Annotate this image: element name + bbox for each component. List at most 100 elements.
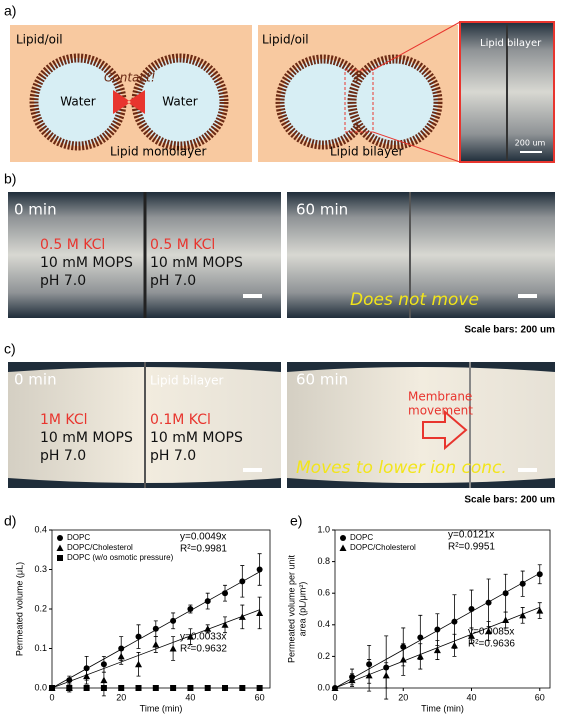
point bbox=[118, 653, 125, 660]
point bbox=[66, 685, 72, 691]
y-tick-label: 0.8 bbox=[317, 556, 330, 566]
result: Moves to lower ion conc. bbox=[296, 458, 507, 478]
fit-equation: y=0.0121x bbox=[448, 530, 494, 541]
scale-label: 200 um bbox=[515, 139, 546, 148]
salt: 1M KCl bbox=[40, 412, 88, 428]
panel-label: a) bbox=[4, 3, 16, 19]
label: Lipid bilayer bbox=[330, 145, 404, 159]
y-tick-label: 0.0 bbox=[34, 682, 47, 692]
point bbox=[537, 571, 543, 577]
label: Water bbox=[60, 95, 96, 109]
y-tick-label: 0.0 bbox=[317, 682, 330, 692]
y-axis-label: Permeated volume per unit bbox=[286, 554, 296, 663]
x-tick-label: 40 bbox=[185, 692, 195, 702]
label: movement bbox=[408, 404, 473, 418]
point bbox=[257, 685, 263, 691]
point bbox=[257, 567, 263, 573]
point bbox=[222, 590, 228, 596]
y-axis-label: Permeated volume (μL) bbox=[14, 562, 24, 656]
legend-marker bbox=[57, 555, 63, 561]
label: Lipid monolayer bbox=[110, 145, 207, 159]
x-tick-label: 60 bbox=[535, 692, 545, 702]
point bbox=[170, 618, 176, 624]
point bbox=[84, 685, 90, 691]
point bbox=[118, 685, 124, 691]
ph: pH 7.0 bbox=[40, 448, 86, 464]
point bbox=[434, 627, 440, 633]
scale-note: Scale bars: 200 um bbox=[464, 495, 555, 506]
point bbox=[135, 661, 142, 668]
legend-marker bbox=[340, 545, 347, 552]
result: Does not move bbox=[350, 290, 479, 310]
y-tick-label: 0.1 bbox=[34, 643, 47, 653]
salt: 0.1M KCl bbox=[150, 412, 211, 428]
point bbox=[417, 634, 423, 640]
panel-label: c) bbox=[4, 341, 16, 357]
point bbox=[400, 656, 407, 663]
point bbox=[503, 590, 509, 596]
point bbox=[451, 619, 457, 625]
point bbox=[136, 634, 142, 640]
x-tick-label: 0 bbox=[49, 692, 54, 702]
point bbox=[520, 581, 526, 587]
point bbox=[153, 626, 159, 632]
fit-equation: y=0.0033x bbox=[180, 632, 226, 643]
time: 0 min bbox=[14, 201, 57, 219]
point bbox=[187, 685, 193, 691]
point bbox=[239, 685, 245, 691]
point bbox=[222, 685, 228, 691]
y-tick-label: 0.2 bbox=[317, 651, 330, 661]
ph: pH 7.0 bbox=[40, 273, 86, 289]
time: 60 min bbox=[296, 371, 348, 389]
y-axis-label: area (pL/μm²) bbox=[297, 582, 307, 637]
legend-label: DOPC/Cholesterol bbox=[350, 543, 416, 552]
legend-marker bbox=[57, 545, 64, 552]
y-tick-label: 0.2 bbox=[34, 603, 47, 613]
buffer: 10 mM MOPS bbox=[40, 255, 133, 271]
point bbox=[239, 613, 246, 620]
figure: a) Lipid/oil Contact! Water Water Lipid … bbox=[0, 0, 561, 714]
buffer: 10 mM MOPS bbox=[150, 430, 243, 446]
label: Lipid/oil bbox=[16, 33, 63, 47]
legend-marker bbox=[340, 535, 346, 541]
fit-r2: R²=0.9981 bbox=[180, 544, 227, 555]
point bbox=[187, 606, 193, 612]
point bbox=[239, 578, 245, 584]
label: Lipid bilayer bbox=[150, 374, 224, 388]
point bbox=[136, 685, 142, 691]
panel-b: b) 0 min 0.5 M KCl 10 mM MOPS pH 7.0 0.5… bbox=[4, 171, 555, 336]
point bbox=[205, 598, 211, 604]
point bbox=[205, 685, 211, 691]
point bbox=[170, 645, 177, 652]
point bbox=[152, 641, 159, 648]
point bbox=[153, 685, 159, 691]
ph: pH 7.0 bbox=[150, 273, 196, 289]
legend-label: DOPC/Cholesterol bbox=[67, 543, 133, 552]
y-tick-label: 0.4 bbox=[317, 619, 330, 629]
label: Water bbox=[162, 95, 198, 109]
ph: pH 7.0 bbox=[150, 448, 196, 464]
label: Contact! bbox=[104, 71, 156, 85]
point bbox=[451, 642, 458, 649]
x-tick-label: 20 bbox=[398, 692, 408, 702]
point bbox=[434, 647, 441, 654]
point bbox=[469, 606, 475, 612]
y-tick-label: 0.6 bbox=[317, 588, 330, 598]
legend-label: DOPC bbox=[350, 533, 373, 542]
panel-label: d) bbox=[4, 513, 16, 529]
label: Lipid/oil bbox=[262, 33, 309, 47]
panel-label: e) bbox=[290, 513, 302, 529]
point bbox=[100, 677, 107, 684]
legend-label: DOPC bbox=[67, 533, 90, 542]
fit-r2: R²=0.9636 bbox=[468, 639, 515, 650]
point bbox=[170, 685, 176, 691]
droplet bbox=[352, 59, 438, 145]
buffer: 10 mM MOPS bbox=[150, 255, 243, 271]
panel-label: b) bbox=[4, 171, 16, 187]
panel-c: c) 0 min Lipid bilayer 1M KCl 10 mM MOPS… bbox=[4, 341, 555, 506]
time: 0 min bbox=[14, 371, 57, 389]
x-tick-label: 60 bbox=[255, 692, 265, 702]
y-tick-label: 1.0 bbox=[317, 524, 330, 534]
salt: 0.5 M KCl bbox=[150, 237, 215, 253]
x-tick-label: 0 bbox=[332, 692, 337, 702]
